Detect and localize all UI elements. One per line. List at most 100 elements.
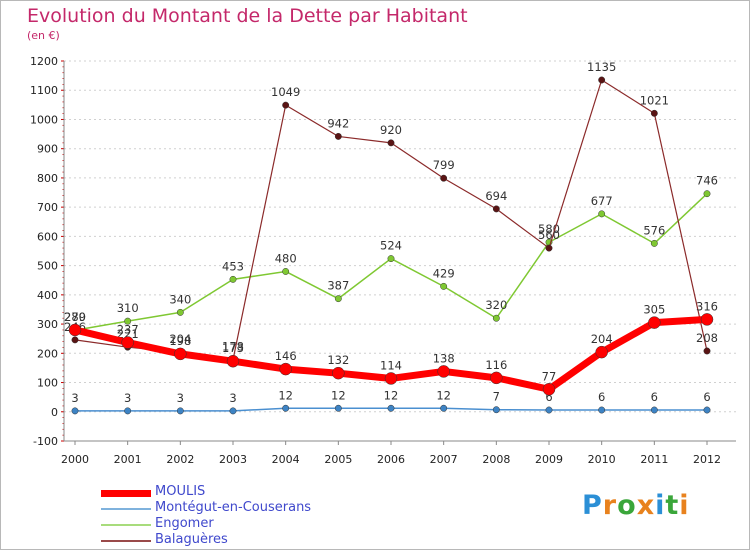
data-point-montegut-en-couserans <box>71 407 79 415</box>
data-label-engomer: 746 <box>696 174 718 188</box>
data-point-montegut-en-couserans <box>598 406 606 414</box>
data-label-engomer: 480 <box>275 251 297 265</box>
y-tick-label: 600 <box>37 230 58 243</box>
data-label-balagueres: 178 <box>222 340 244 354</box>
x-tick-label: 2003 <box>219 453 247 466</box>
data-point-moulis <box>542 383 556 396</box>
data-point-engomer <box>440 282 448 290</box>
data-label-balagueres: 208 <box>696 331 718 345</box>
data-label-moulis: 138 <box>433 351 455 365</box>
legend-swatch <box>101 524 151 526</box>
data-point-balagueres <box>334 132 342 140</box>
y-tick-label: 900 <box>37 143 58 156</box>
data-label-montegut-en-couserans: 3 <box>229 391 236 405</box>
data-point-montegut-en-couserans <box>492 406 500 414</box>
data-point-balagueres <box>492 205 500 213</box>
data-point-engomer <box>650 239 658 247</box>
data-label-montegut-en-couserans: 6 <box>651 390 658 404</box>
data-point-moulis <box>68 323 82 337</box>
data-label-montegut-en-couserans: 12 <box>384 388 399 402</box>
data-point-engomer <box>492 314 500 322</box>
data-point-montegut-en-couserans <box>124 407 132 415</box>
logo-letter: P <box>582 490 603 521</box>
data-label-balagueres: 920 <box>380 123 402 137</box>
logo-letter: i <box>679 490 690 521</box>
data-point-engomer <box>703 190 711 198</box>
data-label-montegut-en-couserans: 12 <box>436 388 451 402</box>
data-label-montegut-en-couserans: 3 <box>124 391 131 405</box>
data-label-montegut-en-couserans: 6 <box>545 390 552 404</box>
x-tick-label: 2000 <box>61 453 89 466</box>
data-point-balagueres <box>71 336 79 344</box>
y-tick-label: 500 <box>37 260 58 273</box>
data-point-montegut-en-couserans <box>440 404 448 412</box>
legend-label: Engomer <box>155 516 214 531</box>
logo-letter: x <box>636 490 656 521</box>
data-label-moulis: 116 <box>485 358 507 372</box>
data-label-balagueres: 942 <box>327 116 349 130</box>
data-point-moulis <box>384 372 398 385</box>
data-point-balagueres <box>545 244 553 252</box>
legend-label: MOULIS <box>155 484 206 499</box>
legend-label: Montégut-en-Couserans <box>155 500 312 515</box>
data-point-montegut-en-couserans <box>545 406 553 414</box>
data-point-moulis <box>174 347 187 361</box>
data-label-montegut-en-couserans: 6 <box>598 390 605 404</box>
data-point-balagueres <box>387 139 395 147</box>
x-tick-label: 2012 <box>693 453 721 466</box>
data-label-engomer: 310 <box>117 301 139 315</box>
legend-item: MOULIS <box>101 484 361 501</box>
x-tick-label: 2008 <box>482 453 510 466</box>
data-point-montegut-en-couserans <box>282 404 290 412</box>
data-label-engomer: 677 <box>591 194 613 208</box>
y-tick-label: 400 <box>37 289 58 302</box>
data-label-engomer: 320 <box>485 298 507 312</box>
y-tick-label: 1200 <box>30 55 58 68</box>
data-label-moulis: 316 <box>696 299 718 313</box>
data-point-balagueres <box>650 109 658 117</box>
data-point-moulis <box>700 313 714 326</box>
data-point-balagueres <box>440 174 448 182</box>
legend-swatch <box>101 540 151 542</box>
data-label-engomer: 429 <box>433 266 455 280</box>
data-point-moulis <box>490 371 503 385</box>
x-tick-label: 2009 <box>535 453 563 466</box>
logo-letter: i <box>655 490 666 521</box>
data-label-balagueres: 560 <box>538 228 560 242</box>
y-tick-label: -100 <box>33 435 58 448</box>
data-point-moulis <box>226 354 240 368</box>
data-point-engomer <box>282 268 290 275</box>
x-tick-label: 2010 <box>588 453 616 466</box>
data-point-moulis <box>648 316 661 329</box>
data-label-montegut-en-couserans: 3 <box>71 391 78 405</box>
data-label-moulis: 204 <box>591 332 613 346</box>
data-label-engomer: 453 <box>222 259 244 273</box>
x-tick-label: 2007 <box>430 453 458 466</box>
data-label-balagueres: 694 <box>485 189 507 203</box>
y-tick-label: 1000 <box>30 113 58 126</box>
data-label-montegut-en-couserans: 3 <box>177 391 184 405</box>
data-label-montegut-en-couserans: 7 <box>493 390 500 404</box>
legend-item: Engomer <box>101 516 361 533</box>
data-label-moulis: 173 <box>222 341 244 355</box>
x-tick-label: 2004 <box>272 453 300 466</box>
data-point-balagueres <box>598 76 606 84</box>
data-point-engomer <box>229 275 237 283</box>
data-label-montegut-en-couserans: 12 <box>278 388 293 402</box>
logo-letter: r <box>602 490 618 521</box>
data-label-balagueres: 1049 <box>271 85 300 99</box>
data-label-engomer: 340 <box>169 292 191 306</box>
data-point-engomer <box>334 295 342 303</box>
data-point-moulis <box>332 366 345 380</box>
data-label-moulis: 305 <box>643 303 665 317</box>
data-label-moulis: 77 <box>542 369 557 383</box>
data-point-moulis <box>121 336 134 349</box>
data-point-montegut-en-couserans <box>176 407 184 415</box>
data-label-balagueres: 1021 <box>640 93 669 107</box>
logo-letter: o <box>617 490 637 521</box>
data-point-engomer <box>598 210 606 218</box>
data-point-moulis <box>279 362 292 376</box>
y-tick-label: 100 <box>37 377 58 390</box>
